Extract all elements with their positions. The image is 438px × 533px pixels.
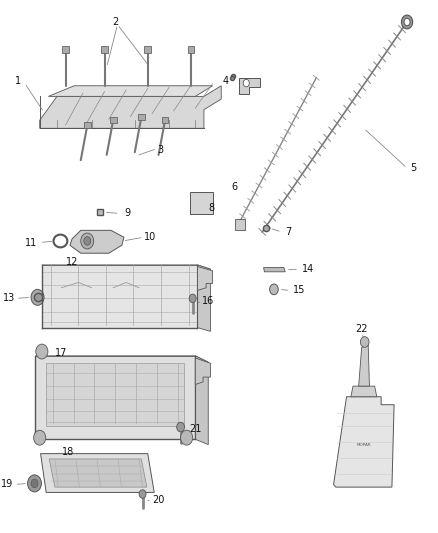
- Polygon shape: [49, 459, 147, 487]
- Polygon shape: [41, 454, 154, 492]
- Circle shape: [34, 430, 46, 445]
- FancyBboxPatch shape: [110, 117, 117, 123]
- Text: 19: 19: [1, 480, 14, 489]
- Polygon shape: [48, 86, 212, 96]
- Circle shape: [243, 79, 249, 87]
- Text: 11: 11: [25, 238, 37, 247]
- Text: 20: 20: [152, 495, 165, 505]
- Circle shape: [360, 337, 369, 348]
- Text: 14: 14: [301, 264, 314, 274]
- FancyBboxPatch shape: [187, 46, 194, 53]
- Text: 17: 17: [55, 348, 67, 358]
- FancyBboxPatch shape: [162, 117, 169, 123]
- Circle shape: [84, 237, 91, 245]
- Polygon shape: [239, 78, 260, 94]
- Polygon shape: [42, 265, 210, 269]
- FancyBboxPatch shape: [84, 122, 91, 128]
- Text: 2: 2: [112, 17, 118, 27]
- Text: 9: 9: [124, 208, 130, 219]
- Text: 4: 4: [223, 77, 229, 86]
- Text: 10: 10: [144, 232, 156, 243]
- Circle shape: [180, 430, 193, 445]
- Circle shape: [28, 475, 42, 492]
- Circle shape: [81, 233, 94, 249]
- FancyBboxPatch shape: [235, 219, 245, 230]
- Circle shape: [36, 344, 48, 359]
- Polygon shape: [42, 265, 198, 328]
- Circle shape: [31, 479, 38, 488]
- Polygon shape: [46, 364, 184, 426]
- Polygon shape: [70, 230, 124, 253]
- Text: 8: 8: [208, 203, 215, 213]
- Text: 16: 16: [202, 296, 214, 306]
- Text: 6: 6: [231, 182, 237, 192]
- Text: MOPAR: MOPAR: [357, 442, 371, 447]
- Circle shape: [270, 284, 278, 295]
- Polygon shape: [351, 386, 377, 397]
- Text: 3: 3: [158, 144, 164, 155]
- Circle shape: [402, 15, 413, 29]
- FancyBboxPatch shape: [190, 192, 212, 214]
- Polygon shape: [334, 397, 394, 487]
- Polygon shape: [195, 358, 210, 384]
- Text: 22: 22: [355, 324, 368, 334]
- FancyBboxPatch shape: [62, 46, 69, 53]
- Polygon shape: [35, 356, 208, 362]
- Text: 13: 13: [4, 293, 16, 303]
- Text: 5: 5: [410, 163, 417, 173]
- Text: 21: 21: [189, 424, 201, 434]
- Polygon shape: [195, 356, 208, 445]
- Circle shape: [404, 18, 410, 26]
- FancyBboxPatch shape: [101, 46, 108, 53]
- Circle shape: [139, 490, 146, 498]
- Text: 7: 7: [285, 227, 291, 237]
- Polygon shape: [359, 344, 369, 386]
- Polygon shape: [40, 86, 221, 128]
- Polygon shape: [198, 265, 210, 332]
- Polygon shape: [35, 356, 195, 439]
- Text: 15: 15: [293, 286, 305, 295]
- Circle shape: [189, 294, 196, 303]
- Circle shape: [177, 422, 184, 432]
- FancyBboxPatch shape: [144, 46, 151, 53]
- Circle shape: [31, 289, 44, 305]
- Text: 12: 12: [66, 257, 78, 267]
- FancyBboxPatch shape: [138, 114, 145, 120]
- Text: 1: 1: [15, 77, 21, 86]
- Polygon shape: [198, 266, 212, 290]
- Polygon shape: [264, 268, 285, 272]
- Text: 18: 18: [62, 447, 74, 456]
